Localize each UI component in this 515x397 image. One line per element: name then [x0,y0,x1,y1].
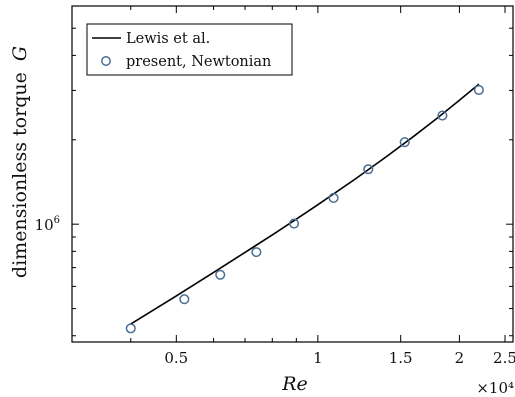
data-point-present-4 [289,218,300,229]
x-tick-label-1: 1 [313,349,323,367]
data-point-present-3 [251,247,262,258]
plot-area-border [71,5,514,343]
data-point-present-0 [125,323,136,334]
y-tick-label-exponent-0: 6 [54,215,60,226]
x-axis-ticks: 0.5 1 1.5 2 2.5 [71,6,515,367]
data-point-present-1 [179,294,190,305]
y-axis-label: dimensionless torque G [9,46,31,278]
legend-label-lewis: Lewis et al. [126,31,210,47]
legend-box [86,23,293,76]
y-tick-label-0: 106 [35,215,60,234]
plot-frame [71,5,514,343]
legend-label-present: present, Newtonian [126,54,271,70]
y-axis-label-text: dimensionless torque [9,72,31,278]
x-axis-multiplier: ×10⁴ [476,379,514,397]
data-point-present-7 [399,137,410,148]
legend-marker-swatch [101,56,111,66]
data-point-present-6 [363,164,374,175]
data-point-present-2 [215,269,226,280]
legend: Lewis et al. present, Newtonian [86,23,293,76]
x-tick-label-0: 0.5 [164,349,188,367]
x-tick-label-2: 1.5 [389,349,413,367]
x-axis-label: Re [281,373,308,395]
x-tick-label-3: 2 [455,349,465,367]
series-line-lewis [130,83,480,325]
y-axis-ticks: 106 [35,27,513,337]
y-axis-label-symbol: G [9,46,31,61]
data-point-present-8 [437,110,448,121]
data-point-present-9 [473,84,484,96]
y-tick-label-base-0: 10 [35,216,54,234]
series-layer [125,83,484,334]
x-tick-label-4: 2.5 [493,349,515,367]
data-point-present-5 [328,192,339,204]
